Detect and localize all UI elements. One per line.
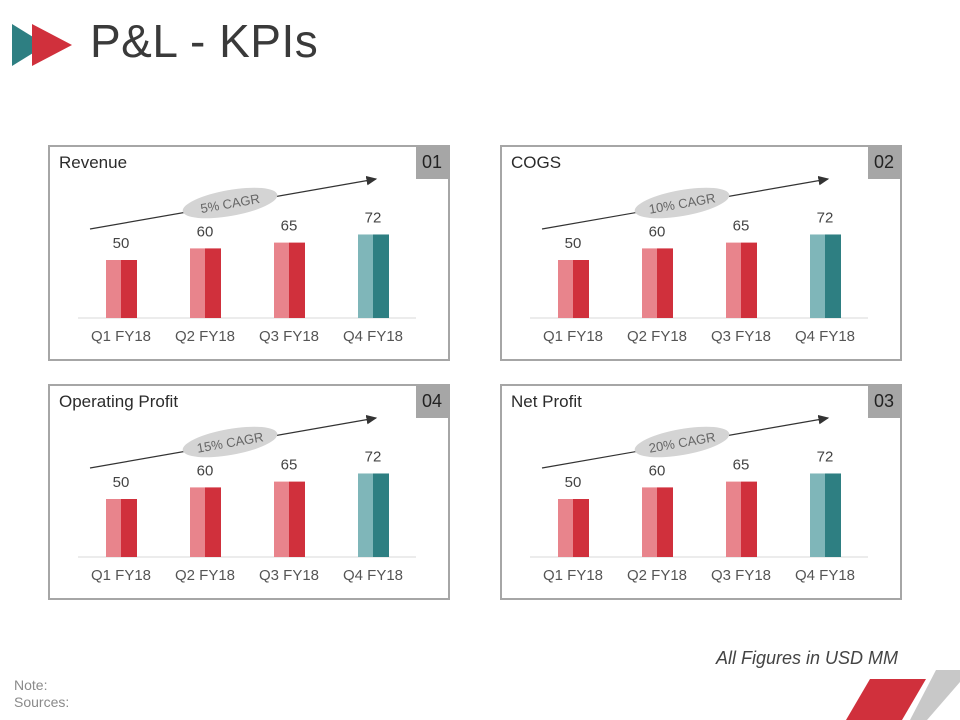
bar-right [373, 234, 389, 318]
note-label: Note: [14, 677, 48, 693]
data-label: 72 [365, 448, 382, 465]
corner-decoration [846, 670, 960, 720]
x-tick-label: Q1 FY18 [543, 328, 603, 345]
panel-number-badge: 03 [868, 386, 900, 418]
bar-left [106, 499, 121, 557]
bar-right [205, 248, 221, 318]
bar-right [205, 487, 221, 557]
x-tick-label: Q4 FY18 [795, 567, 855, 584]
bar-left [810, 234, 825, 318]
x-tick-label: Q2 FY18 [175, 567, 235, 584]
data-label: 65 [281, 218, 298, 235]
cagr-bubble [634, 426, 730, 458]
x-tick-label: Q1 FY18 [543, 567, 603, 584]
data-label: 72 [817, 209, 834, 226]
x-tick-label: Q4 FY18 [343, 328, 403, 345]
title-arrow-icon [12, 24, 72, 66]
revenue-panel: Revenue 01 5% CAGR 50 Q1 FY18 60 Q2 FY18 65 Q3… [48, 145, 450, 361]
page-title: P&L - KPIs [90, 15, 319, 67]
x-tick-label: Q3 FY18 [711, 328, 771, 345]
bar-right [657, 248, 673, 318]
x-tick-label: Q2 FY18 [175, 328, 235, 345]
data-label: 72 [365, 209, 382, 226]
bar-left [106, 260, 121, 318]
bar-left [274, 242, 289, 318]
x-tick-label: Q3 FY18 [711, 567, 771, 584]
data-label: 65 [733, 457, 750, 474]
data-label: 60 [197, 223, 214, 240]
data-label: 50 [113, 235, 130, 252]
bar-left [726, 481, 741, 557]
x-tick-label: Q2 FY18 [627, 567, 687, 584]
bar-left [726, 242, 741, 318]
footer-notes: Note: Sources: [14, 677, 69, 711]
bar-right [741, 242, 757, 318]
panel-title: Operating Profit [59, 392, 179, 411]
bar-right [741, 481, 757, 557]
bar-left [558, 499, 573, 557]
x-tick-label: Q1 FY18 [91, 328, 151, 345]
x-tick-label: Q4 FY18 [343, 567, 403, 584]
data-label: 60 [649, 462, 666, 479]
bar-right [289, 242, 305, 318]
bar-left [190, 248, 205, 318]
bar-right [289, 481, 305, 557]
bar-left [274, 481, 289, 557]
sources-label: Sources: [14, 694, 70, 710]
data-label: 60 [197, 462, 214, 479]
data-label: 50 [113, 474, 130, 491]
bar-right [825, 234, 841, 318]
bar-right [121, 260, 137, 318]
bar-right [825, 473, 841, 557]
cogs-panel: COGS 02 10% CAGR 50 Q1 FY18 60 Q2 FY18 65 Q3 F… [500, 145, 902, 361]
x-tick-label: Q3 FY18 [259, 328, 319, 345]
bar-left [642, 487, 657, 557]
data-label: 72 [817, 448, 834, 465]
panel-number-badge: 04 [416, 386, 448, 418]
net-profit-panel: Net Profit 03 20% CAGR 50 Q1 FY18 60 Q2 FY18… [500, 384, 902, 600]
bar-right [121, 499, 137, 557]
panel-number-badge: 01 [416, 147, 448, 179]
cagr-bubble [182, 187, 278, 219]
bar-left [642, 248, 657, 318]
data-label: 65 [281, 457, 298, 474]
bar-left [358, 473, 373, 557]
panel-title: COGS [511, 153, 562, 172]
bar-right [657, 487, 673, 557]
panel-number-badge: 02 [868, 147, 900, 179]
bar-right [373, 473, 389, 557]
bar-left [558, 260, 573, 318]
data-label: 65 [733, 218, 750, 235]
units-note: All Figures in USD MM [715, 648, 898, 668]
cagr-bubble [182, 426, 278, 458]
x-tick-label: Q2 FY18 [627, 328, 687, 345]
cagr-bubble [634, 187, 730, 219]
bar-left [810, 473, 825, 557]
x-tick-label: Q3 FY18 [259, 567, 319, 584]
data-label: 50 [565, 235, 582, 252]
operating-profit-panel: Operating Profit 04 15% CAGR 50 Q1 FY18 60 Q… [48, 384, 450, 600]
panel-title: Revenue [59, 153, 128, 172]
x-tick-label: Q1 FY18 [91, 567, 151, 584]
bar-right [573, 260, 589, 318]
bar-left [190, 487, 205, 557]
bar-left [358, 234, 373, 318]
x-tick-label: Q4 FY18 [795, 328, 855, 345]
data-label: 60 [649, 223, 666, 240]
panel-title: Net Profit [511, 392, 582, 411]
data-label: 50 [565, 474, 582, 491]
bar-right [573, 499, 589, 557]
